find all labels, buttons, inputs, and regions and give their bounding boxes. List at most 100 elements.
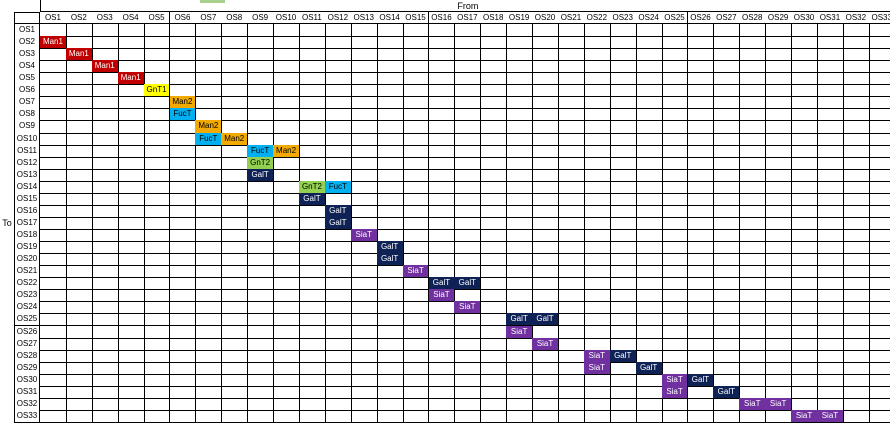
matrix-cell [480, 253, 508, 267]
matrix-cell [868, 326, 890, 339]
matrix-cell [247, 337, 275, 351]
matrix-cell [117, 397, 145, 411]
matrix-cell [480, 144, 508, 158]
matrix-cell [117, 241, 145, 255]
matrix-cell [791, 349, 818, 363]
matrix-cell [506, 289, 534, 303]
column-header: OS7 [195, 12, 223, 24]
matrix-cell [765, 168, 793, 182]
matrix-cell [221, 409, 249, 423]
matrix-cell [91, 180, 119, 194]
matrix-cell [635, 24, 663, 38]
matrix-cell [558, 60, 585, 74]
matrix-cell [169, 24, 197, 38]
matrix-cell [350, 265, 378, 279]
matrix-cell [868, 313, 890, 327]
matrix-cell [791, 168, 818, 182]
matrix-cell [765, 84, 793, 98]
matrix-cell [117, 156, 145, 170]
enzyme-entry-fuct: FucT [195, 132, 223, 146]
matrix-cell [91, 168, 119, 182]
matrix-cell [739, 313, 767, 327]
matrix-cell [117, 313, 145, 327]
matrix-cell [324, 409, 352, 423]
matrix-cell [221, 397, 249, 411]
matrix-cell [765, 289, 793, 303]
enzyme-entry-galt: GalT [635, 361, 663, 375]
matrix-cell [454, 24, 482, 38]
matrix-cell [635, 409, 663, 423]
matrix-cell [558, 277, 585, 291]
matrix-cell [480, 301, 508, 315]
matrix-cell [583, 192, 611, 206]
matrix-cell [350, 48, 378, 62]
matrix-cell [65, 253, 93, 267]
matrix-cell [558, 72, 585, 86]
matrix-cell [117, 108, 145, 122]
enzyme-entry-galt: GalT [532, 313, 559, 327]
matrix-cell [506, 84, 534, 98]
matrix-cell [609, 72, 637, 86]
matrix-cell [609, 180, 637, 194]
matrix-cell [221, 313, 249, 327]
enzyme-entry-siat: SiaT [428, 289, 456, 303]
matrix-cell [583, 180, 611, 194]
matrix-cell [532, 241, 559, 255]
enzyme-entry-fuct: FucT [324, 180, 352, 194]
matrix-cell [91, 337, 119, 351]
matrix-cell [868, 205, 890, 218]
matrix-cell [402, 168, 430, 182]
matrix-cell [428, 72, 456, 86]
matrix-cell [273, 265, 300, 279]
matrix-cell [558, 301, 585, 315]
matrix-cell [350, 60, 378, 74]
matrix-cell [65, 361, 93, 375]
column-header: OS29 [765, 12, 793, 24]
matrix-cell [532, 60, 559, 74]
matrix-cell [117, 96, 145, 110]
matrix-cell [765, 325, 793, 339]
column-header: OS18 [480, 12, 508, 24]
matrix-cell [247, 36, 275, 50]
matrix-cell [402, 301, 430, 315]
matrix-cell [817, 156, 844, 170]
matrix-cell [169, 36, 197, 50]
matrix-cell [324, 385, 352, 399]
matrix-cell [376, 385, 404, 399]
matrix-cell [195, 144, 223, 158]
matrix-cell [480, 60, 508, 74]
matrix-cell [791, 60, 818, 74]
matrix-cell [221, 192, 249, 206]
matrix-cell [143, 180, 171, 194]
enzyme-entry-siat: SiaT [506, 325, 534, 339]
matrix-cell [324, 349, 352, 363]
matrix-cell [324, 84, 352, 98]
matrix-cell [454, 84, 482, 98]
matrix-cell [739, 108, 767, 122]
matrix-cell [299, 144, 326, 158]
matrix-cell [454, 361, 482, 375]
matrix-cell [739, 253, 767, 267]
matrix-cell [376, 168, 404, 182]
matrix-cell [454, 36, 482, 50]
matrix-cell [687, 397, 715, 411]
matrix-cell [428, 361, 456, 375]
matrix-cell [868, 265, 890, 279]
matrix-cell [40, 265, 67, 279]
matrix-cell [842, 409, 870, 423]
matrix-cell [817, 385, 844, 399]
matrix-cell [506, 385, 534, 399]
matrix-cell [273, 84, 300, 98]
matrix-cell [273, 156, 300, 170]
matrix-cell [273, 216, 300, 230]
matrix-cell [221, 60, 249, 74]
matrix-cell [583, 373, 611, 387]
matrix-cell [65, 301, 93, 315]
matrix-cell [791, 72, 818, 86]
matrix-cell [791, 337, 818, 351]
matrix-cell [247, 325, 275, 339]
matrix-cell [739, 373, 767, 387]
matrix-cell [273, 289, 300, 303]
matrix-cell [687, 204, 715, 218]
matrix-cell [40, 229, 67, 243]
